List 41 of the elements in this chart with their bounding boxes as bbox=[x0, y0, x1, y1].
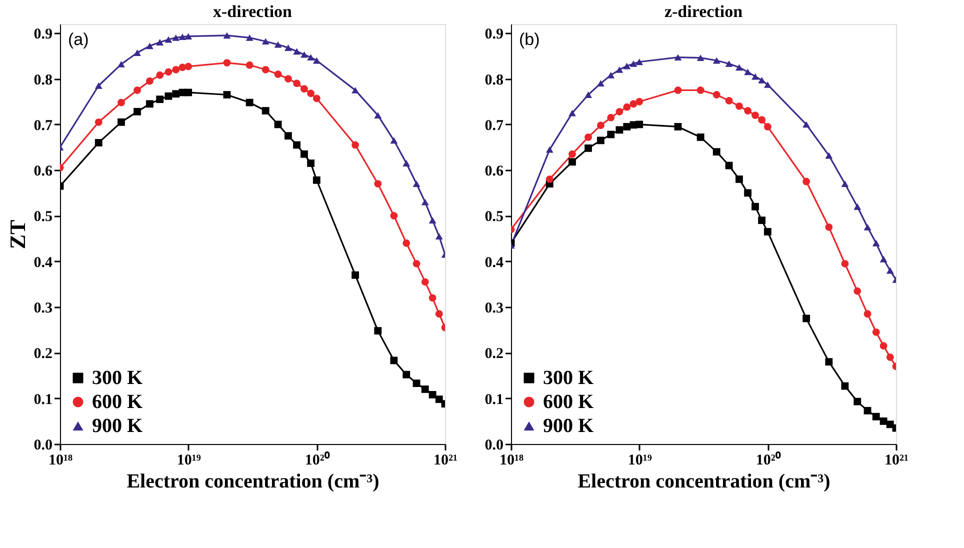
y-tick-label: 0.2 bbox=[484, 346, 504, 362]
x-axis-title: Electron concentration (cm⁻³) bbox=[126, 470, 380, 492]
chart-title: x-direction bbox=[212, 2, 293, 21]
y-tick-label: 0.0 bbox=[484, 438, 504, 454]
chart-title: z-direction bbox=[664, 2, 744, 21]
x-tick-label: 10¹⁹ bbox=[176, 452, 202, 468]
legend-label: 300 K bbox=[543, 367, 594, 389]
x-tick-label: 10²¹ bbox=[434, 452, 458, 468]
y-tick-label: 0.7 bbox=[484, 118, 504, 134]
y-tick-label: 0.7 bbox=[34, 118, 53, 134]
x-tick-label: 10¹⁸ bbox=[500, 452, 524, 468]
legend-label: 300 K bbox=[92, 367, 143, 389]
y-tick-label: 0.1 bbox=[34, 392, 52, 408]
y-tick-label: 0.4 bbox=[484, 254, 504, 271]
y-tick-label: 0.5 bbox=[34, 209, 52, 226]
y-tick-label: 0.9 bbox=[484, 26, 504, 43]
y-axis-title: ZT bbox=[4, 220, 30, 250]
annotation: (a) bbox=[68, 30, 89, 49]
y-tick-label: 0.3 bbox=[34, 300, 52, 317]
y-tick-label: 0.6 bbox=[34, 164, 53, 180]
legend-label: 900 K bbox=[543, 415, 594, 437]
y-tick-label: 0.9 bbox=[34, 26, 52, 43]
y-tick-label: 0.1 bbox=[484, 392, 504, 408]
x-axis-title: Electron concentration (cm⁻³) bbox=[578, 470, 830, 492]
y-tick-label: 0.8 bbox=[484, 72, 504, 88]
x-tick-label: 10¹⁸ bbox=[48, 452, 73, 468]
y-tick-label: 0.5 bbox=[484, 209, 504, 226]
y-tick-label: 0.2 bbox=[34, 346, 52, 362]
y-tick-label: 0.8 bbox=[34, 72, 52, 88]
x-tick-label: 10¹⁹ bbox=[628, 452, 652, 468]
annotation: (b) bbox=[519, 30, 540, 49]
x-tick-label: 10²⁰ bbox=[756, 450, 782, 468]
y-tick-label: 0.4 bbox=[34, 254, 53, 271]
x-tick-label: 10²¹ bbox=[884, 452, 908, 468]
legend-label: 600 K bbox=[543, 391, 594, 413]
legend-label: 600 K bbox=[92, 391, 143, 413]
y-tick-label: 0.3 bbox=[484, 300, 504, 317]
y-tick-label: 0.6 bbox=[484, 164, 504, 180]
y-tick-label: 0.0 bbox=[34, 438, 52, 454]
x-tick-label: 10²⁰ bbox=[304, 450, 330, 468]
legend-label: 900 K bbox=[92, 415, 143, 437]
